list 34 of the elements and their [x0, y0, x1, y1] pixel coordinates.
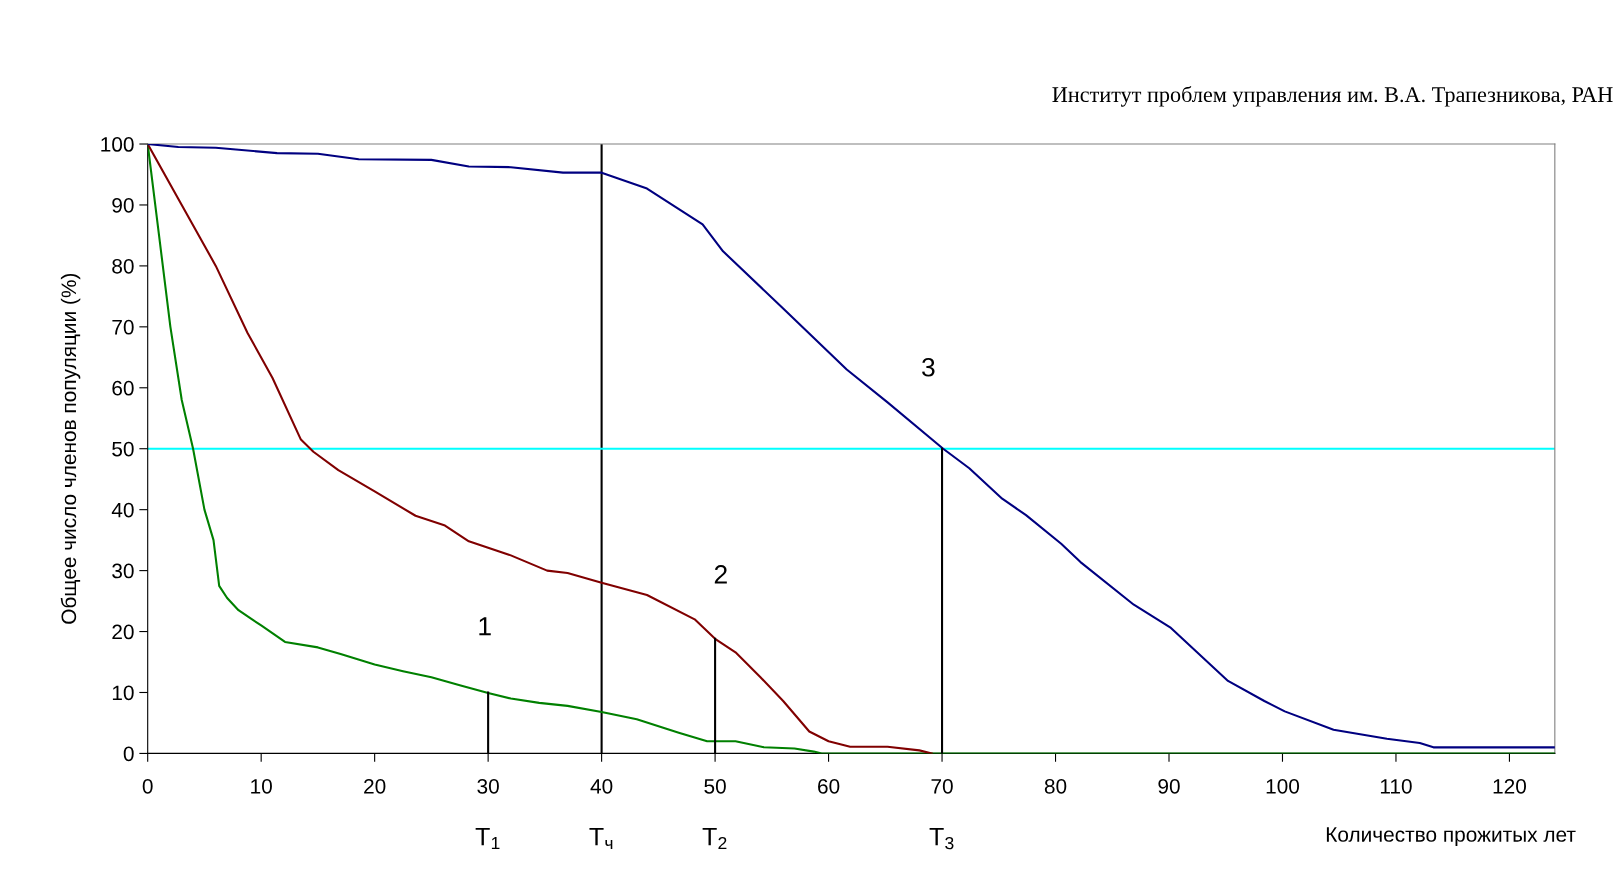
y-tick-label: 100	[101, 137, 134, 152]
text: T$_{2}$	[702, 827, 727, 850]
y-tick-label: 50	[112, 441, 134, 457]
y-tick-label: 30	[112, 563, 134, 579]
x-tick-label: 10	[251, 778, 272, 794]
text: T$_{3}$	[929, 827, 954, 850]
x-tick-label: 90	[1158, 778, 1180, 794]
text: Институт проблем управления им. В.А. Трапезникова, РАН	[1052, 85, 1613, 107]
x-tick-label: 20	[364, 778, 386, 794]
annotation: 3	[922, 357, 935, 377]
x-tick-label: 50	[704, 778, 726, 794]
x-tick-label: 70	[931, 778, 953, 794]
x-tick-label: 60	[818, 778, 840, 794]
x-tick-label: 120	[1493, 778, 1527, 794]
annotation: 2	[714, 565, 727, 584]
x-tick-label: 30	[477, 778, 499, 794]
text: T$_{1}$	[475, 827, 500, 850]
annotation: 1	[479, 617, 491, 636]
x-axis-title: Количество прожитых лет	[1326, 827, 1576, 846]
y-tick-label: 0	[123, 746, 134, 762]
y-tick-label: 40	[111, 502, 134, 518]
y-tick-label: 10	[112, 685, 134, 701]
x-tick-label: 40	[590, 778, 613, 794]
y-tick-label: 20	[112, 624, 134, 640]
x-tick-label: 110	[1380, 778, 1412, 794]
y-tick-label: 90	[112, 197, 134, 213]
y-tick-label: 60	[112, 380, 134, 396]
y-tick-label: 80	[112, 258, 134, 274]
y-tick-label: 70	[112, 319, 134, 335]
x-tick-label: 0	[142, 778, 153, 794]
x-tick-label: 80	[1044, 778, 1067, 794]
x-tick-label: 100	[1266, 778, 1300, 794]
text: T$_{ч}$	[589, 827, 613, 850]
y-axis-title: Общее число членов популяции (%)	[60, 273, 81, 624]
